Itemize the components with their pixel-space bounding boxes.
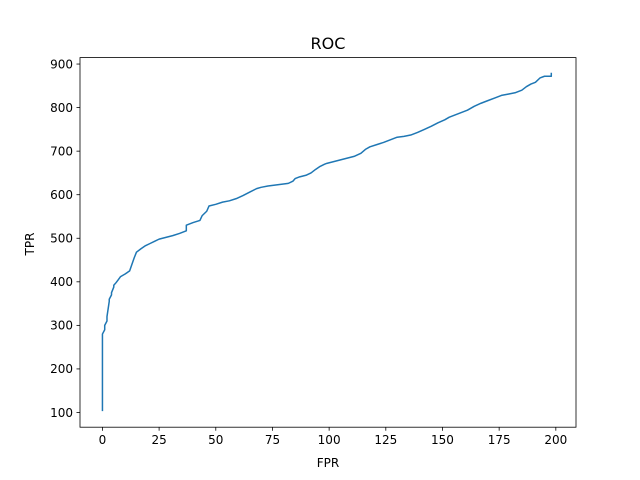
y-tick-label: 800 xyxy=(50,101,73,115)
y-tick-label: 300 xyxy=(50,319,73,333)
x-tick-label: 125 xyxy=(374,433,397,447)
x-tick-label: 100 xyxy=(318,433,341,447)
y-tick-label: 200 xyxy=(50,362,73,376)
x-axis-label: FPR xyxy=(317,456,339,470)
y-axis-label: TPR xyxy=(23,233,37,257)
x-tick-label: 75 xyxy=(265,433,280,447)
x-tick-label: 50 xyxy=(208,433,223,447)
x-tick-label: 25 xyxy=(151,433,166,447)
x-tick-label: 150 xyxy=(431,433,454,447)
y-tick-label: 500 xyxy=(50,232,73,246)
x-tick-label: 175 xyxy=(488,433,511,447)
plot-area: 0 25 50 75 100 125 150 175 200 100 200 300 400 500 600… xyxy=(50,57,577,447)
y-tick-label: 700 xyxy=(50,144,73,158)
y-tick-label: 900 xyxy=(50,57,73,71)
y-tick-label: 600 xyxy=(50,188,73,202)
y-tick-label: 400 xyxy=(50,275,73,289)
chart-title: ROC xyxy=(311,34,346,53)
axes-frame xyxy=(79,57,577,428)
x-tick-label: 200 xyxy=(544,433,567,447)
x-tick-label: 0 xyxy=(99,433,107,447)
roc-curve-line xyxy=(101,72,553,412)
y-tick-label: 100 xyxy=(50,406,73,420)
